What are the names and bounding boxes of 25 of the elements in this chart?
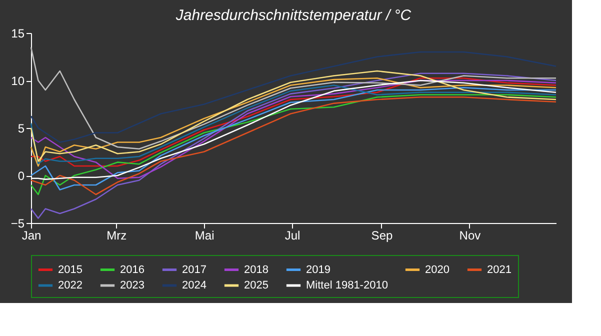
legend-label: 2017 [182, 264, 206, 276]
x-tick-label: Nov [459, 228, 481, 242]
y-tick-label: 10 [11, 74, 25, 88]
legend-label: Mittel 1981-2010 [306, 280, 388, 292]
legend-label: 2016 [120, 264, 144, 276]
x-tick-label: Mrz [106, 228, 127, 242]
y-tick-label: 5 [18, 122, 25, 136]
legend-label: 2015 [58, 264, 82, 276]
x-tick-label: Jul [284, 228, 300, 242]
y-tick-label: 15 [11, 26, 25, 40]
legend-label: 2025 [244, 280, 268, 292]
legend-label: 2023 [120, 280, 144, 292]
y-tick-label: −5 [10, 216, 25, 230]
legend-label: 2024 [182, 280, 206, 292]
y-tick-label: 0 [18, 169, 25, 183]
chart-title: Jahresdurchschnittstemperatur / °C [174, 7, 412, 24]
legend-label: 2019 [306, 264, 330, 276]
x-tick-label: Jan [22, 228, 42, 242]
legend-label: 2021 [487, 264, 512, 276]
line-series [30, 72, 557, 219]
x-tick-label: Mai [194, 228, 214, 242]
legend-label: 2022 [58, 280, 82, 292]
legend-label: 2020 [425, 264, 450, 276]
legend-label: 2018 [244, 264, 268, 276]
x-tick-label: Sep [371, 228, 393, 242]
